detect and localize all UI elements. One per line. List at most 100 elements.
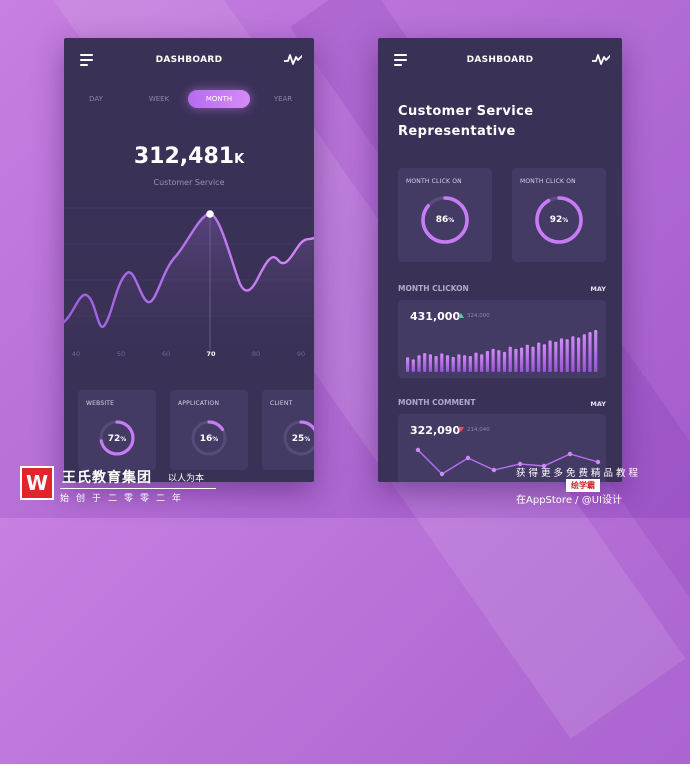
brand-subline: 始创于二零零二年 [60, 494, 189, 504]
tab-month[interactable]: MONTH [188, 90, 250, 108]
clickon-panel[interactable]: 431,000 324,000 [398, 300, 606, 378]
bar [559, 338, 564, 372]
customer-service-total: 312,481K [64, 144, 314, 169]
metric-card-website[interactable]: WEBSITE 72% [78, 390, 156, 470]
card-title: APPLICATION [178, 400, 220, 407]
bar [445, 355, 450, 372]
comment-line-chart [415, 447, 601, 477]
bar [542, 344, 546, 372]
dashboard-phone-right: DASHBOARD Customer Service Representativ… [378, 38, 622, 482]
bar [531, 346, 535, 372]
card-value-unit: % [212, 436, 219, 443]
bar [423, 353, 427, 372]
menu-icon[interactable] [394, 54, 407, 66]
bar [508, 346, 512, 372]
click-card-1[interactable]: MONTH CLICK ON 86% [398, 168, 492, 262]
bar [411, 359, 415, 372]
card-value-number: 25 [291, 434, 305, 444]
trend-up-icon [458, 313, 464, 318]
bar [525, 344, 529, 372]
total-unit: K [234, 152, 245, 167]
line-chart[interactable] [64, 204, 314, 364]
click-card-2[interactable]: MONTH CLICK ON 92% [512, 168, 606, 262]
comment-delta: 214,040 [458, 427, 490, 433]
tab-day[interactable]: DAY [89, 95, 103, 103]
card-title: CLIENT [270, 400, 293, 407]
brand-logo: W [20, 466, 54, 500]
bar [463, 355, 467, 372]
trend-down-icon [458, 427, 464, 432]
bar [577, 337, 581, 372]
comment-panel[interactable]: 322,090 214,040 [398, 414, 606, 482]
bar [594, 330, 598, 372]
comment-delta-value: 214,040 [467, 427, 490, 433]
brand-slogan: 以人为本 [168, 474, 205, 484]
bar [457, 354, 461, 372]
x-tick: 90 [296, 350, 306, 358]
total-label: Customer Service [153, 178, 225, 187]
card-value: 86% [398, 215, 492, 225]
card-value-unit: % [562, 217, 569, 224]
menu-icon[interactable] [80, 54, 93, 66]
card-value: 92% [512, 215, 606, 225]
card-value: 16% [170, 434, 248, 444]
bar [588, 332, 592, 372]
promo-text: 获得更多免费精品教程 [516, 468, 642, 479]
card-value-number: 92 [549, 215, 563, 225]
tab-year[interactable]: YEAR [273, 95, 293, 103]
bar-chart [406, 330, 598, 372]
card-value: 72% [78, 434, 156, 444]
bar [440, 353, 444, 372]
section-title: Customer Service Representative [398, 102, 533, 142]
bar [491, 348, 495, 372]
bar [520, 347, 524, 372]
x-axis: 40 50 60 70 80 90 [64, 350, 314, 362]
brand-logo-letter: W [25, 471, 49, 495]
bar [406, 357, 410, 372]
comment-value: 322,090 [410, 424, 461, 437]
progress-ring [535, 196, 583, 244]
page-title: DASHBOARD [466, 55, 534, 65]
metric-card-application[interactable]: APPLICATION 16% [170, 390, 248, 470]
period-tabs: DAY WEEK MONTH YEAR [64, 90, 314, 108]
x-tick: 40 [71, 350, 81, 358]
pulse-icon[interactable] [284, 52, 302, 66]
card-value-number: 16 [199, 434, 213, 444]
progress-ring [191, 420, 227, 456]
comment-period-select[interactable]: MAY [590, 400, 606, 408]
bar [514, 348, 518, 372]
card-value-number: 86 [435, 215, 449, 225]
bar [417, 355, 421, 372]
promo-source: 在AppStore / @UI设计 [516, 495, 622, 506]
clickon-period-select[interactable]: MAY [590, 285, 606, 293]
bar [468, 356, 472, 372]
progress-ring [99, 420, 135, 456]
clickon-delta: 324,000 [458, 313, 490, 319]
card-value-unit: % [304, 436, 311, 443]
bar [485, 351, 489, 372]
card-value-unit: % [448, 217, 455, 224]
metric-card-client[interactable]: CLIENT 25% [262, 390, 314, 470]
title-line-2: Representative [398, 124, 516, 139]
area-fill [64, 214, 314, 364]
bar [451, 356, 455, 372]
bar [480, 354, 484, 372]
x-tick: 80 [251, 350, 261, 358]
dashboard-phone-left: DASHBOARD DAY WEEK MONTH YEAR 312,481K C… [64, 38, 314, 482]
series-line [64, 212, 314, 328]
bar [497, 350, 501, 372]
bar [428, 354, 432, 372]
tab-week[interactable]: WEEK [148, 95, 170, 103]
card-title: MONTH CLICK ON [406, 178, 462, 185]
divider [60, 488, 216, 489]
bar [565, 339, 569, 372]
page-title: DASHBOARD [155, 55, 223, 65]
highlight-point [206, 210, 214, 218]
bar [502, 351, 507, 372]
pulse-icon[interactable] [592, 52, 610, 66]
x-tick: 60 [161, 350, 171, 358]
bar [554, 341, 558, 372]
clickon-label: MONTH CLICKON [398, 284, 469, 293]
clickon-value: 431,000 [410, 310, 461, 323]
promo-badge: 绘学霸 [566, 479, 600, 492]
